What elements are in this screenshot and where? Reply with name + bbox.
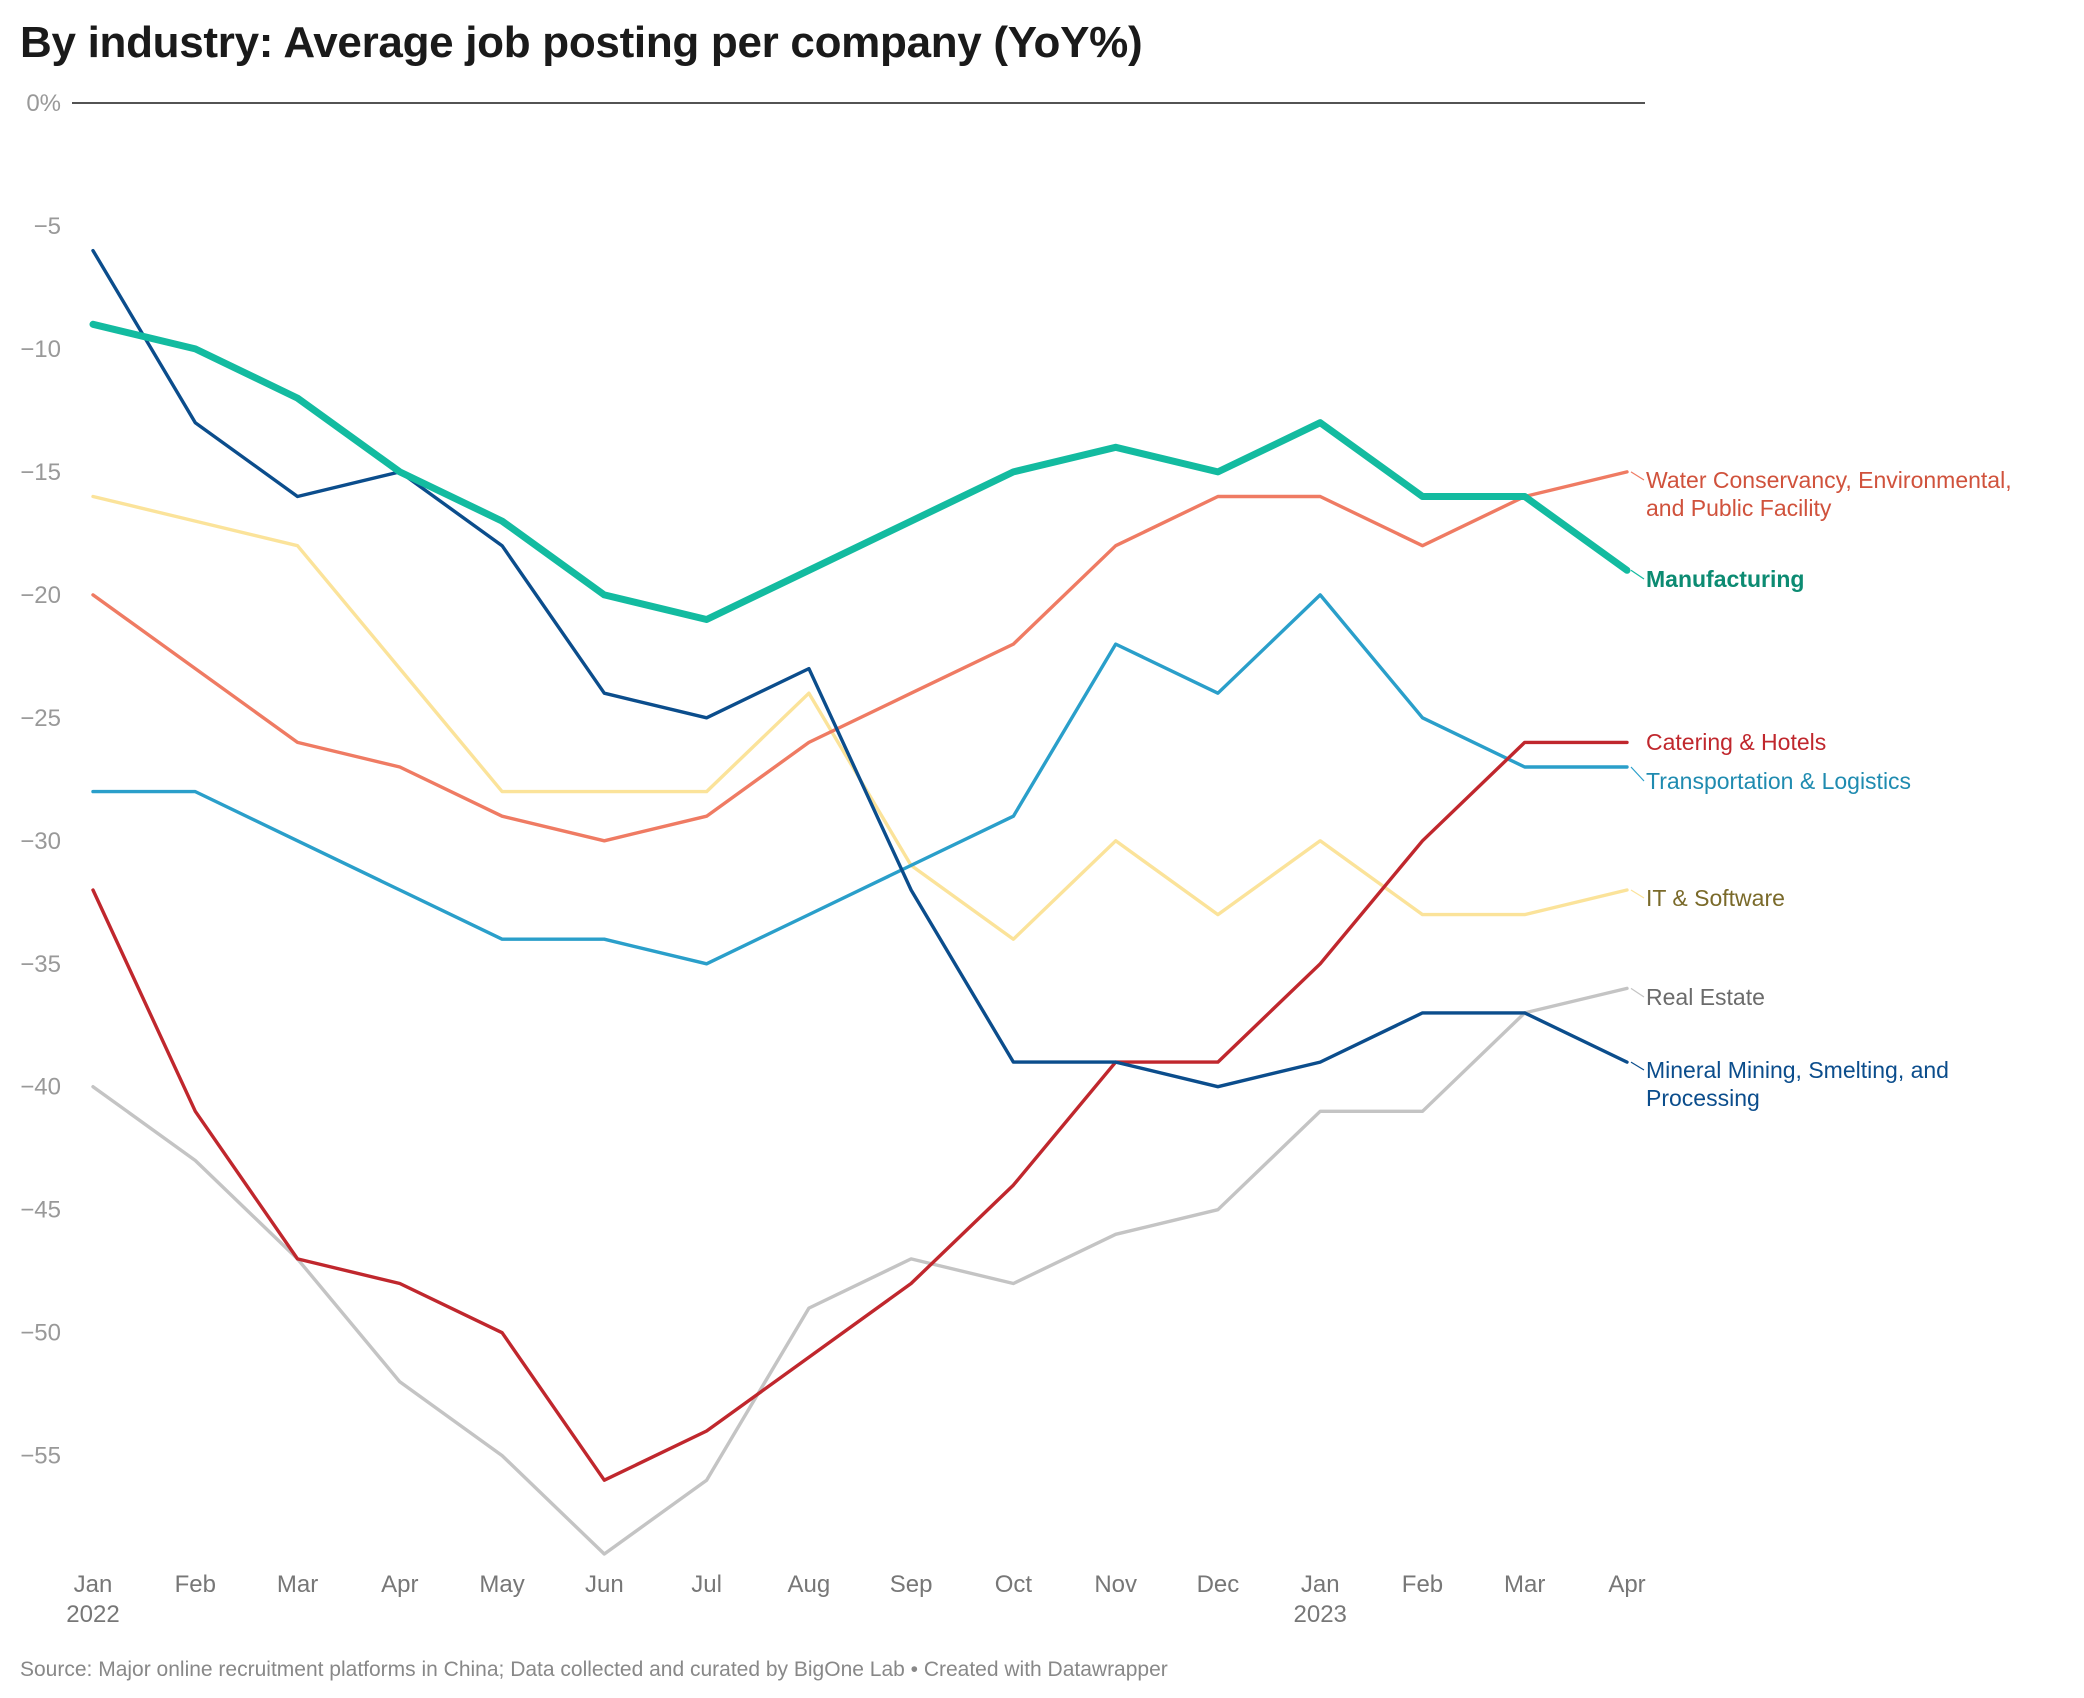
series-line-real-estate [91, 986, 1629, 1556]
chart-title: By industry: Average job posting per com… [20, 18, 1143, 67]
series-label: Manufacturing [1646, 566, 1804, 592]
y-tick-label: 0% [26, 90, 61, 117]
x-tick-label: Jan [1301, 1571, 1340, 1598]
series-label: Water Conservancy, Environmental, [1646, 467, 2012, 493]
label-connector [1630, 569, 1645, 580]
x-tick-label: Dec [1197, 1571, 1240, 1598]
y-tick-label: −10 [20, 336, 61, 363]
x-tick-label: Oct [995, 1571, 1033, 1598]
x-tick-label: Sep [890, 1571, 933, 1598]
y-tick-label: −55 [20, 1443, 61, 1470]
x-tick-label: Jan [74, 1571, 113, 1598]
series-line-catering-hotels [91, 740, 1629, 1482]
y-tick-label: −50 [20, 1320, 61, 1347]
label-connector [1630, 1061, 1645, 1071]
y-tick-label: −5 [34, 213, 61, 240]
label-connector [1630, 987, 1645, 998]
x-year-label: 2023 [1294, 1601, 1347, 1628]
y-tick-label: −20 [20, 582, 61, 609]
series-line-water-conservancy-environmental-and-public-facility [91, 470, 1629, 843]
y-tick-label: −35 [20, 951, 61, 978]
x-tick-label: Nov [1094, 1571, 1137, 1598]
series-label: Catering & Hotels [1646, 729, 1826, 755]
source-footer: Source: Major online recruitment platfor… [20, 1658, 1168, 1681]
series-label: Transportation & Logistics [1646, 768, 1911, 794]
x-tick-label: Mar [1504, 1571, 1545, 1598]
y-tick-label: −25 [20, 705, 61, 732]
y-tick-label: −40 [20, 1074, 61, 1101]
x-tick-label: Feb [175, 1571, 216, 1598]
series-line-transportation-logistics [91, 593, 1629, 966]
x-year-label: 2022 [66, 1601, 119, 1628]
x-tick-label: Jun [585, 1571, 624, 1598]
x-tick-label: Apr [381, 1571, 418, 1598]
series-label: IT & Software [1646, 885, 1785, 911]
series-label: Processing [1646, 1085, 1760, 1111]
x-tick-label: May [479, 1571, 524, 1598]
series-line-mineral-mining-smelting-and-processing [91, 248, 1629, 1089]
y-tick-label: −45 [20, 1197, 61, 1224]
label-connector [1630, 889, 1645, 899]
y-tick-label: −30 [20, 828, 61, 855]
series-label: and Public Facility [1646, 495, 1832, 521]
series-label: Real Estate [1646, 984, 1765, 1010]
x-tick-label: Feb [1402, 1571, 1443, 1598]
label-connector [1630, 766, 1645, 782]
x-tick-label: Aug [788, 1571, 831, 1598]
x-tick-label: Jul [691, 1571, 722, 1598]
x-tick-label: Apr [1608, 1571, 1645, 1598]
y-tick-label: −15 [20, 459, 61, 486]
series-label: Mineral Mining, Smelting, and [1646, 1057, 1949, 1083]
series-line-manufacturing [89, 320, 1631, 623]
label-connector [1630, 471, 1645, 481]
x-tick-label: Mar [277, 1571, 318, 1598]
